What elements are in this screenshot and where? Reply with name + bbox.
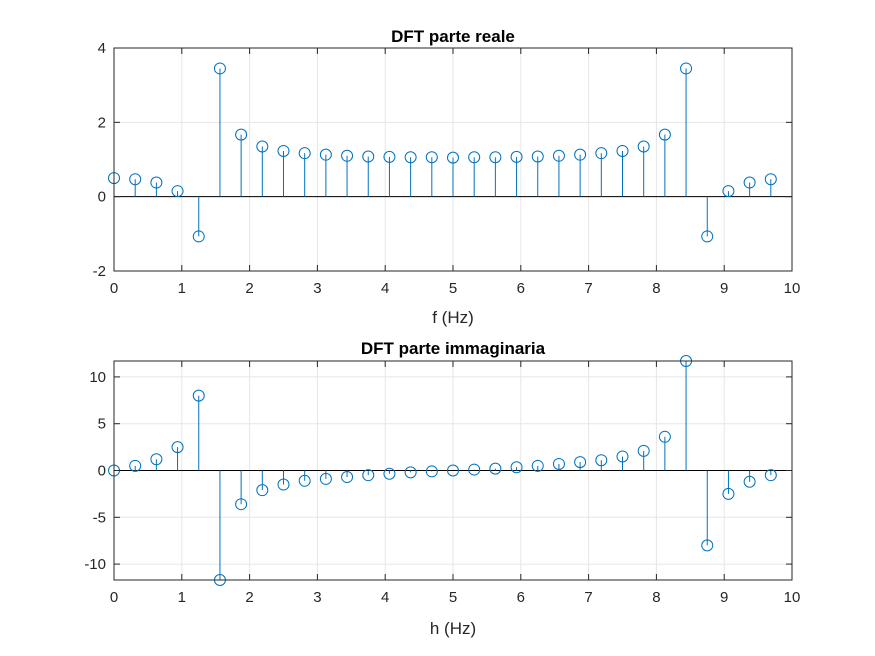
y-tick-label: 0 bbox=[98, 463, 106, 480]
stem-marker bbox=[150, 453, 163, 466]
x-tick-label: 9 bbox=[720, 589, 728, 606]
stem-marker bbox=[404, 466, 417, 479]
stem-marker bbox=[722, 185, 735, 198]
stem-marker bbox=[319, 148, 332, 161]
x-tick-label: 6 bbox=[517, 280, 525, 297]
stem-marker bbox=[574, 456, 587, 469]
stem-marker bbox=[298, 474, 311, 487]
x-tick-label: 8 bbox=[652, 280, 660, 297]
stem-marker bbox=[468, 151, 481, 164]
x-tick-label: 7 bbox=[584, 280, 592, 297]
stem-marker bbox=[235, 498, 248, 511]
y-tick-label: 4 bbox=[98, 40, 106, 57]
stem-marker bbox=[425, 465, 438, 478]
stem-marker bbox=[256, 484, 269, 497]
stem-marker bbox=[552, 149, 565, 162]
real-part-title: DFT parte reale bbox=[391, 27, 515, 46]
stem-marker bbox=[235, 128, 248, 141]
x-tick-label: 10 bbox=[784, 589, 801, 606]
imag-part-xlabel: h (Hz) bbox=[430, 619, 476, 638]
stem-marker bbox=[447, 464, 459, 477]
stem-marker bbox=[637, 140, 650, 153]
stem-marker bbox=[680, 62, 693, 75]
stem-marker bbox=[171, 441, 184, 454]
x-tick-label: 7 bbox=[584, 589, 592, 606]
imag-part-title: DFT parte immaginaria bbox=[361, 339, 546, 358]
stem-marker bbox=[510, 461, 523, 474]
stem-marker bbox=[595, 454, 608, 467]
stem-marker bbox=[129, 459, 142, 472]
stem-marker bbox=[595, 147, 608, 160]
stem-marker bbox=[319, 472, 332, 485]
imag-part-plot: DFT parte immaginaria 0 1 2 3 4 5 6 7 8 9 10 -10 -5 0… bbox=[84, 339, 800, 638]
x-tick-label: 2 bbox=[245, 280, 253, 297]
stem-marker bbox=[658, 128, 671, 141]
stem-marker bbox=[743, 176, 756, 189]
stem-marker bbox=[574, 148, 587, 161]
x-tick-label: 5 bbox=[449, 280, 457, 297]
stem-marker bbox=[510, 150, 523, 163]
stem-marker bbox=[616, 144, 629, 157]
stem-marker bbox=[637, 444, 650, 457]
x-tick-label: 10 bbox=[784, 280, 801, 297]
x-tick-label: 0 bbox=[110, 280, 118, 297]
stem-marker bbox=[447, 151, 459, 164]
stem-marker bbox=[764, 469, 777, 482]
stem-marker bbox=[256, 140, 269, 153]
x-tick-label: 5 bbox=[449, 589, 457, 606]
stem-marker bbox=[150, 176, 163, 189]
stem-marker bbox=[531, 459, 544, 472]
stem-marker bbox=[531, 150, 544, 163]
y-tick-label: -5 bbox=[93, 509, 106, 526]
x-tick-label: 6 bbox=[517, 589, 525, 606]
x-tick-label: 3 bbox=[313, 589, 321, 606]
x-tick-label: 0 bbox=[110, 589, 118, 606]
stem-marker bbox=[277, 478, 290, 491]
x-tick-label: 1 bbox=[178, 280, 186, 297]
stem-marker bbox=[701, 539, 714, 552]
stem-marker bbox=[489, 462, 502, 475]
stem-marker bbox=[404, 151, 417, 164]
stem-marker bbox=[341, 471, 354, 484]
stem-marker bbox=[489, 151, 502, 164]
y-tick-label: 0 bbox=[98, 189, 106, 206]
stem-marker bbox=[129, 173, 142, 186]
stem-marker bbox=[298, 147, 311, 160]
stem-marker bbox=[468, 463, 481, 476]
x-tick-label: 1 bbox=[178, 589, 186, 606]
real-part-xlabel: f (Hz) bbox=[432, 308, 474, 327]
x-tick-label: 2 bbox=[245, 589, 253, 606]
x-tick-label: 8 bbox=[652, 589, 660, 606]
y-tick-label: 10 bbox=[89, 369, 106, 386]
x-tick-label: 4 bbox=[381, 280, 389, 297]
stem-marker bbox=[213, 62, 226, 75]
y-tick-label: -2 bbox=[93, 263, 106, 280]
stem-marker bbox=[171, 185, 184, 198]
stem-marker bbox=[425, 151, 438, 164]
stem-marker bbox=[383, 467, 396, 480]
x-tick-label: 9 bbox=[720, 280, 728, 297]
stem-marker bbox=[743, 475, 756, 488]
stem-marker bbox=[383, 150, 396, 163]
x-tick-label: 4 bbox=[381, 589, 389, 606]
stem-marker bbox=[192, 230, 205, 243]
stem-marker bbox=[362, 469, 375, 482]
y-tick-label: 2 bbox=[98, 114, 106, 131]
stem-marker bbox=[192, 389, 205, 402]
x-tick-label: 3 bbox=[313, 280, 321, 297]
stem-marker bbox=[277, 144, 290, 157]
stem-marker bbox=[701, 230, 714, 243]
y-tick-label: -10 bbox=[84, 556, 106, 573]
stem-marker bbox=[722, 487, 735, 500]
stem-marker bbox=[362, 150, 375, 163]
stem-marker bbox=[552, 457, 565, 470]
stem-marker bbox=[764, 173, 777, 186]
stem-marker bbox=[341, 149, 354, 162]
stem-marker bbox=[658, 430, 671, 443]
y-tick-label: 5 bbox=[98, 416, 106, 433]
stem-marker bbox=[616, 450, 629, 463]
